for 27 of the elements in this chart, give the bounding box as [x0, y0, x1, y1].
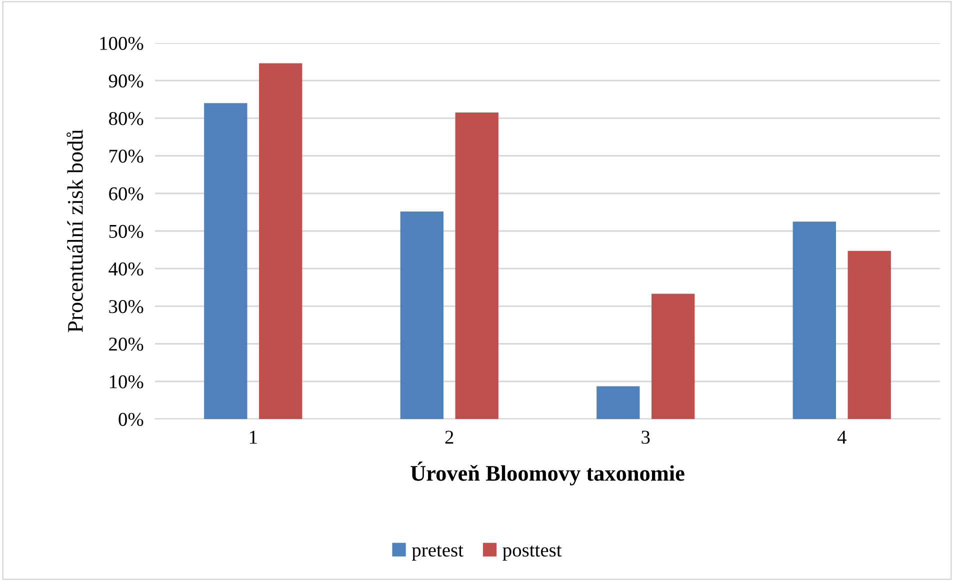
bar: [848, 250, 891, 419]
y-tick-label: 70%: [110, 150, 144, 163]
y-tick-label: 80%: [108, 112, 144, 126]
y-tick-label: 10%: [110, 375, 144, 388]
y-tick-label: 20%: [109, 338, 144, 351]
y-tick-label: 40%: [108, 262, 144, 276]
y-tick-label: 60%: [109, 187, 144, 200]
bar: [792, 222, 836, 419]
bar: [652, 294, 695, 419]
y-tick-label: 100%: [100, 36, 144, 50]
legend-label: pretest: [412, 546, 464, 561]
y-tick-label: 0%: [118, 412, 144, 426]
x-tick-label: 2: [445, 430, 454, 444]
x-tick-label: 4: [837, 430, 846, 444]
x-axis-title: Úroveň Bloomovy taxonomie: [410, 462, 684, 486]
bar: [596, 386, 640, 419]
bar: [455, 112, 498, 419]
bar: [204, 103, 248, 419]
bar: [400, 211, 444, 419]
y-tick-label: 90%: [108, 74, 144, 88]
y-axis-title: Procentuální zisk bodů: [66, 130, 83, 332]
y-tick-label: 30%: [109, 300, 144, 314]
legend-label: posttest: [502, 546, 562, 561]
y-tick-label: 50%: [109, 224, 144, 238]
bar: [259, 63, 302, 419]
x-tick-label: 3: [642, 430, 650, 444]
x-tick-label: 1: [250, 430, 257, 444]
